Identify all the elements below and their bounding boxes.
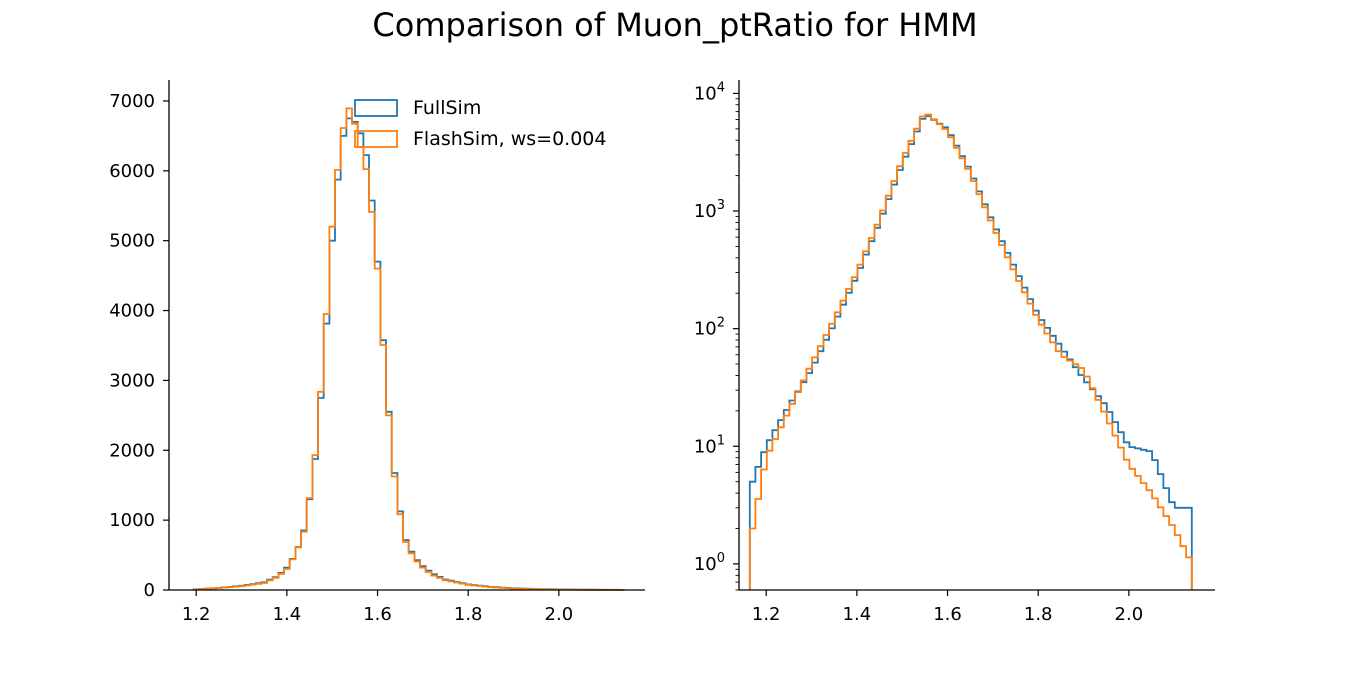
y-tick-label: 5000 — [109, 231, 155, 252]
y-tick-label: 6000 — [109, 161, 155, 182]
x-tick-label: 1.4 — [843, 604, 872, 625]
y-tick-label: 101 — [694, 433, 725, 457]
x-tick-label: 2.0 — [545, 604, 574, 625]
y-tick-label: 100 — [694, 551, 725, 575]
y-tick-label: 102 — [694, 316, 725, 340]
chart-title: Comparison of Muon_ptRatio for HMM — [372, 6, 978, 44]
x-tick-label: 1.2 — [752, 604, 781, 625]
legend-swatch-flashsim — [354, 130, 398, 148]
y-tick-label: 1000 — [109, 510, 155, 531]
x-tick-label: 1.6 — [933, 604, 962, 625]
x-tick-label: 1.2 — [182, 604, 211, 625]
y-tick-label: 103 — [694, 198, 725, 222]
x-tick-label: 2.0 — [1115, 604, 1144, 625]
y-tick-label: 0 — [144, 580, 155, 601]
legend-label-fullsim: FullSim — [413, 97, 481, 119]
y-tick-label: 104 — [694, 80, 725, 104]
x-tick-label: 1.8 — [454, 604, 483, 625]
y-tick-label: 3000 — [109, 370, 155, 391]
series-fullsim-line — [192, 117, 625, 591]
series-fullsim-line — [748, 115, 1193, 590]
y-tick-label: 2000 — [109, 440, 155, 461]
series-flashsim-line — [192, 107, 625, 591]
series-flashsim-line — [748, 113, 1193, 590]
legend-label-flashsim: FlashSim, ws=0.004 — [413, 128, 606, 150]
legend-swatch-fullsim — [354, 99, 398, 117]
y-tick-label: 4000 — [109, 301, 155, 322]
x-tick-label: 1.6 — [363, 604, 392, 625]
y-tick-label: 7000 — [109, 91, 155, 112]
x-tick-label: 1.4 — [273, 604, 302, 625]
chart-panel-2: 1.2 1.4 1.6 1.8 2.0 100 101 102 103 104 — [694, 80, 1215, 625]
chart-panel-1: 1.2 1.4 1.6 1.8 2.0 0 1000 2000 3000 4000 5000 6000… — [109, 80, 645, 625]
x-tick-label: 1.8 — [1024, 604, 1053, 625]
